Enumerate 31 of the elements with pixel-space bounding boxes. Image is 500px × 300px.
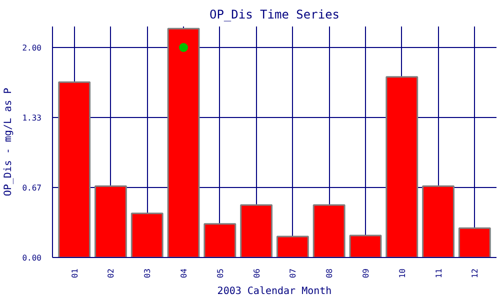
y-axis-title: OP_Dis - mg/L as P: [3, 88, 14, 196]
bar: [204, 223, 236, 258]
bar: [240, 204, 273, 258]
x-tick-label: 11: [434, 268, 444, 278]
y-tick-label: 0.00: [22, 254, 42, 262]
bar: [167, 28, 200, 258]
chart-title: OP_Dis Time Series: [209, 8, 340, 22]
x-tick-label: 08: [325, 268, 334, 278]
x-tick-label: 03: [143, 268, 152, 278]
x-tick-label: 07: [288, 268, 298, 278]
bar: [94, 185, 127, 258]
x-tick-label: 09: [361, 268, 370, 278]
x-tick-label: 10: [398, 268, 407, 278]
y-tick-label: 2.00: [22, 44, 42, 52]
bar: [458, 227, 491, 258]
y-tick-label: 0.67: [22, 183, 42, 192]
bar: [312, 204, 346, 258]
x-tick-label: 05: [216, 268, 225, 278]
bar: [58, 81, 91, 258]
x-tick-label: 01: [70, 268, 80, 278]
bar: [276, 236, 309, 258]
bar: [386, 76, 418, 258]
x-tick-label: 02: [106, 268, 116, 278]
x-axis-title: 2003 Calendar Month: [217, 286, 332, 298]
x-tick-label: 04: [180, 268, 189, 278]
x-tick-label: 12: [470, 268, 480, 278]
bar: [130, 212, 164, 258]
y-tick-label: 1.33: [22, 114, 42, 123]
bar: [422, 185, 454, 258]
x-tick-label: 06: [252, 268, 262, 278]
bar: [349, 234, 382, 258]
